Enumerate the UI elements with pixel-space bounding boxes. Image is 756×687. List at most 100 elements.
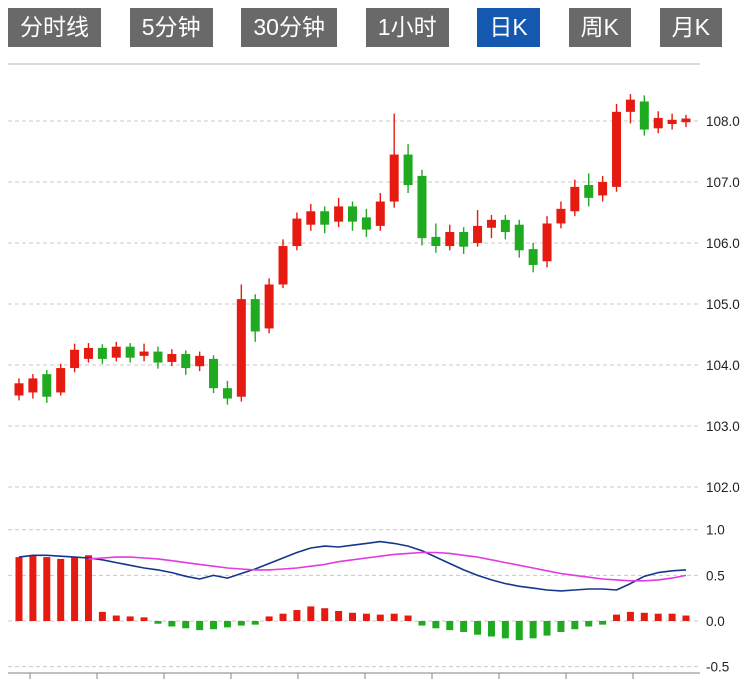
candle-body	[556, 208, 566, 224]
price-axis-label: 107.0	[706, 175, 740, 190]
macd-histogram-bar	[474, 621, 482, 635]
macd-histogram-bar	[432, 621, 440, 629]
candle-body	[42, 374, 52, 397]
candle-body	[653, 117, 663, 129]
candle-body	[681, 118, 691, 123]
tab-分时线[interactable]: 分时线	[8, 8, 101, 47]
dif-line	[18, 540, 687, 592]
macd-histogram-bar	[237, 621, 245, 626]
candle-body	[139, 351, 149, 356]
candle-body	[598, 182, 608, 196]
candle-body	[639, 101, 649, 130]
macd-histogram-bar	[571, 621, 579, 630]
macd-histogram-bar	[349, 612, 356, 621]
candle-body	[222, 388, 232, 399]
dea-line	[88, 551, 687, 582]
macd-histogram-bar	[154, 621, 162, 624]
candle-body	[264, 284, 274, 329]
macd-axis-label: 1.0	[706, 523, 725, 538]
macd-histogram-bar	[640, 612, 648, 621]
macd-histogram-bar	[126, 616, 134, 621]
candle-body	[486, 219, 496, 228]
macd-histogram-bar	[84, 555, 92, 621]
candle-body	[348, 206, 357, 222]
candle-body	[459, 232, 469, 247]
price-axis-label: 102.0	[706, 480, 740, 495]
chart-area: 108.0 107.0 106.0 105.0 104.0 103.0 102.0 1.0 0.…	[0, 54, 756, 679]
period-toolbar: 分时线 5分钟 30分钟 1小时 日K 周K 月K	[0, 0, 756, 54]
candle-body	[500, 219, 510, 233]
candle-body	[111, 346, 121, 358]
price-axis-label: 108.0	[706, 114, 740, 129]
candle-body	[431, 236, 441, 247]
macd-histogram-bar	[71, 557, 79, 621]
macd-histogram-bar	[390, 613, 398, 621]
candle-body	[153, 351, 163, 363]
macd-histogram-bar	[460, 621, 468, 632]
macd-histogram-bar	[418, 621, 426, 626]
macd-histogram-bar	[29, 555, 37, 621]
candle-body	[625, 99, 635, 112]
macd-axis-label: 0.5	[706, 568, 725, 583]
macd-histogram-bar	[15, 557, 23, 621]
macd-histogram-bar	[168, 621, 176, 627]
macd-histogram-bar	[196, 621, 204, 631]
candle-body	[375, 201, 385, 226]
candle-body	[250, 299, 260, 332]
tab-1小时[interactable]: 1小时	[365, 8, 449, 47]
macd-histogram-bar	[112, 615, 120, 621]
candle-body	[181, 354, 191, 369]
candle-body	[542, 223, 552, 262]
tab-月K[interactable]: 月K	[659, 8, 722, 47]
macd-histogram-bar	[515, 621, 523, 641]
macd-histogram-bar	[321, 608, 329, 621]
macd-histogram-bar	[98, 611, 106, 621]
macd-histogram-bar	[682, 615, 690, 621]
candle-body	[70, 349, 80, 369]
candle-body	[97, 347, 107, 359]
candle-body	[584, 185, 594, 198]
tab-日K[interactable]: 日K	[477, 8, 540, 47]
candle-body	[403, 154, 413, 186]
kline-macd-chart: 108.0 107.0 106.0 105.0 104.0 103.0 102.0 1.0 0.…	[8, 63, 740, 679]
macd-histogram-bar	[362, 613, 370, 621]
candle-body	[417, 175, 427, 239]
macd-histogram-bar	[43, 557, 51, 621]
candle-body	[56, 368, 66, 393]
macd-histogram-bar	[446, 621, 454, 631]
macd-axis-label: 0.0	[706, 614, 725, 629]
tab-30分钟[interactable]: 30分钟	[241, 8, 337, 47]
candle-body	[125, 346, 135, 358]
tab-5分钟[interactable]: 5分钟	[129, 8, 213, 47]
macd-histogram-bar	[654, 613, 662, 621]
macd-histogram-bar	[557, 621, 565, 632]
candle-body	[195, 355, 205, 367]
candle-body	[389, 154, 399, 202]
candle-body	[209, 358, 219, 389]
candle-body	[306, 211, 316, 225]
candle-body	[445, 232, 455, 247]
price-axis-label: 103.0	[706, 419, 740, 434]
macd-histogram-bar	[668, 613, 676, 621]
macd-histogram-bar	[57, 558, 65, 621]
macd-histogram-bar	[599, 621, 607, 625]
candle-body	[667, 119, 677, 125]
candle-body	[334, 206, 344, 222]
candle-body	[167, 354, 177, 362]
candle-body	[236, 299, 246, 397]
macd-histogram-bar	[376, 614, 384, 621]
candle-body	[528, 249, 538, 265]
macd-histogram-bar	[543, 621, 551, 636]
macd-histogram-bar	[182, 621, 190, 629]
candle-body	[14, 383, 24, 396]
candle-body	[83, 347, 93, 359]
candle-body	[361, 217, 371, 230]
macd-histogram-bar	[293, 610, 301, 621]
macd-histogram-bar	[529, 621, 537, 639]
macd-histogram-bar	[585, 621, 593, 627]
macd-histogram-bar	[210, 621, 218, 630]
price-axis-label: 105.0	[706, 297, 740, 312]
tab-周K[interactable]: 周K	[568, 8, 631, 47]
macd-histogram-bar	[487, 621, 495, 637]
candle-body	[514, 224, 524, 251]
